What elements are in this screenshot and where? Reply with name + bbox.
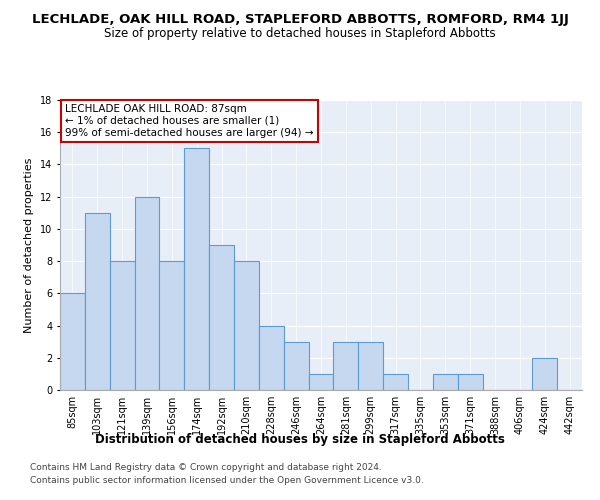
Text: LECHLADE, OAK HILL ROAD, STAPLEFORD ABBOTTS, ROMFORD, RM4 1JJ: LECHLADE, OAK HILL ROAD, STAPLEFORD ABBO… (32, 12, 568, 26)
Bar (433, 374, 458, 390)
Text: Distribution of detached houses by size in Stapleford Abbotts: Distribution of detached houses by size … (95, 432, 505, 446)
Bar (259, 326, 284, 390)
Bar (209, 245, 234, 390)
Bar (110, 261, 134, 390)
Bar (134, 196, 160, 390)
Bar (383, 374, 408, 390)
Y-axis label: Number of detached properties: Number of detached properties (25, 158, 34, 332)
Text: Contains HM Land Registry data © Crown copyright and database right 2024.: Contains HM Land Registry data © Crown c… (30, 464, 382, 472)
Bar (60, 294, 85, 390)
Bar (532, 358, 557, 390)
Text: Contains public sector information licensed under the Open Government Licence v3: Contains public sector information licen… (30, 476, 424, 485)
Bar (85, 213, 110, 390)
Bar (334, 342, 358, 390)
Bar (308, 374, 334, 390)
Bar (284, 342, 308, 390)
Bar (358, 342, 383, 390)
Bar (234, 261, 259, 390)
Bar (458, 374, 482, 390)
Bar (184, 148, 209, 390)
Text: LECHLADE OAK HILL ROAD: 87sqm
← 1% of detached houses are smaller (1)
99% of sem: LECHLADE OAK HILL ROAD: 87sqm ← 1% of de… (65, 104, 314, 138)
Text: Size of property relative to detached houses in Stapleford Abbotts: Size of property relative to detached ho… (104, 28, 496, 40)
Bar (160, 261, 184, 390)
